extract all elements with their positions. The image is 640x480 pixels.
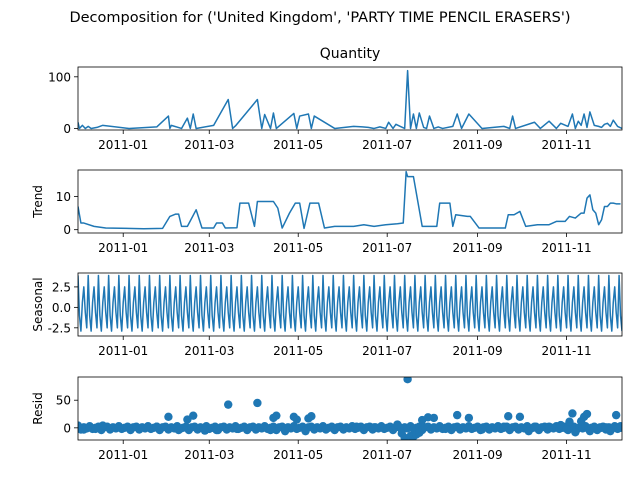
panel-data-group (78, 377, 622, 440)
panel-3: Seasonal -2.5 0.0 2.5 2011-01 2011-03 2011-05 2… (31, 272, 623, 358)
resid-point (568, 409, 577, 418)
x-tick-label: 2011-11 (542, 241, 592, 255)
resid-point (616, 421, 622, 431)
axes-frame (77, 376, 623, 441)
resid-point (189, 411, 198, 420)
resid-point (352, 422, 361, 431)
resid-point (307, 412, 316, 421)
y-tick-label: 0 (63, 421, 71, 435)
resid-point (152, 422, 161, 431)
resid-point (369, 423, 379, 432)
panel-data-group (78, 274, 622, 332)
y-tick-label: -2.5 (48, 321, 71, 335)
x-tick-label: 2011-03 (184, 241, 234, 255)
resid-point (280, 426, 290, 436)
resid-point (562, 424, 571, 434)
resid-point (530, 422, 539, 431)
resid-point (200, 426, 210, 435)
y-tick-label: 2.5 (52, 280, 71, 294)
x-tick-label: 2011-09 (453, 344, 503, 358)
resid-point (164, 412, 173, 421)
y-tick-label: 0 (63, 223, 71, 237)
panel-title: Quantity (320, 46, 381, 62)
resid-point (499, 422, 509, 431)
resid-point (464, 413, 474, 423)
x-tick-label: 2011-01 (98, 138, 148, 152)
resid-point (611, 410, 621, 420)
axes-frame (77, 66, 623, 131)
x-tick-label: 2011-11 (542, 138, 592, 152)
figure-suptitle: Decomposition for ('United Kingdom', 'PA… (69, 10, 570, 26)
resid-point (453, 410, 462, 420)
resid-point (415, 428, 424, 438)
x-tick-label: 2011-05 (273, 138, 323, 152)
x-tick-label: 2011-01 (98, 448, 148, 462)
resid-point (393, 420, 402, 429)
resid-point (98, 421, 107, 430)
x-tick-label: 2011-03 (184, 448, 234, 462)
resid-point (403, 377, 412, 384)
resid-point (590, 423, 599, 433)
series-line (78, 170, 621, 230)
x-tick-label: 2011-09 (453, 241, 503, 255)
resid-point (515, 412, 525, 421)
y-axis-label: Resid (31, 392, 45, 424)
x-tick-label: 2011-03 (184, 138, 234, 152)
resid-point (272, 411, 281, 420)
series-line (78, 69, 622, 130)
resid-point (292, 415, 301, 424)
y-tick-label: 50 (56, 394, 71, 408)
x-tick-label: 2011-05 (273, 448, 323, 462)
resid-point (232, 424, 242, 434)
x-tick-label: 2011-07 (362, 344, 412, 358)
resid-point (253, 398, 262, 408)
x-tick-label: 2011-01 (98, 241, 148, 255)
resid-point (301, 426, 310, 436)
resid-point (212, 425, 221, 435)
x-tick-label: 2011-11 (542, 448, 592, 462)
seasonal-line (78, 274, 622, 332)
resid-point (571, 428, 580, 437)
resid-point (174, 425, 183, 435)
resid-point (441, 424, 450, 434)
x-tick-label: 2011-03 (184, 344, 234, 358)
axes-frame (77, 169, 623, 234)
x-tick-label: 2011-11 (542, 344, 592, 358)
y-tick-label: 0 (63, 122, 71, 136)
x-tick-label: 2011-07 (362, 448, 412, 462)
resid-point (91, 424, 100, 434)
resid-point (429, 413, 439, 423)
y-tick-label: 0.0 (52, 301, 71, 315)
panel-4: Resid 0 50 2011-01 2011-03 2011-05 2011-07 2011… (31, 376, 623, 462)
resid-point (504, 412, 513, 421)
x-tick-label: 2011-05 (273, 241, 323, 255)
x-tick-label: 2011-09 (453, 138, 503, 152)
x-tick-label: 2011-07 (362, 138, 412, 152)
resid-point (582, 409, 592, 419)
panel-data-group (78, 69, 622, 130)
y-axis-label: Seasonal (31, 277, 45, 331)
y-tick-label: 100 (48, 70, 71, 84)
resid-point (266, 425, 275, 435)
y-tick-label: 10 (56, 190, 71, 204)
panel-2: Trend 0 10 2011-01 2011-03 2011-05 2011-07 2011… (31, 169, 623, 255)
panel-data-group (78, 170, 621, 230)
resid-point (477, 425, 487, 434)
resid-point (321, 425, 331, 434)
x-tick-label: 2011-07 (362, 241, 412, 255)
x-tick-label: 2011-09 (453, 448, 503, 462)
resid-point (565, 417, 574, 426)
resid-point (606, 426, 615, 436)
resid-point (524, 426, 533, 436)
y-axis-label: Trend (31, 185, 45, 219)
x-tick-label: 2011-05 (273, 344, 323, 358)
panel-1: Quantity 0 100 2011-01 2011-03 2011-05 2011-07… (48, 46, 623, 152)
resid-point (224, 400, 233, 409)
x-tick-label: 2011-01 (98, 344, 148, 358)
resid-point (544, 422, 554, 431)
axes-frame (77, 272, 623, 337)
